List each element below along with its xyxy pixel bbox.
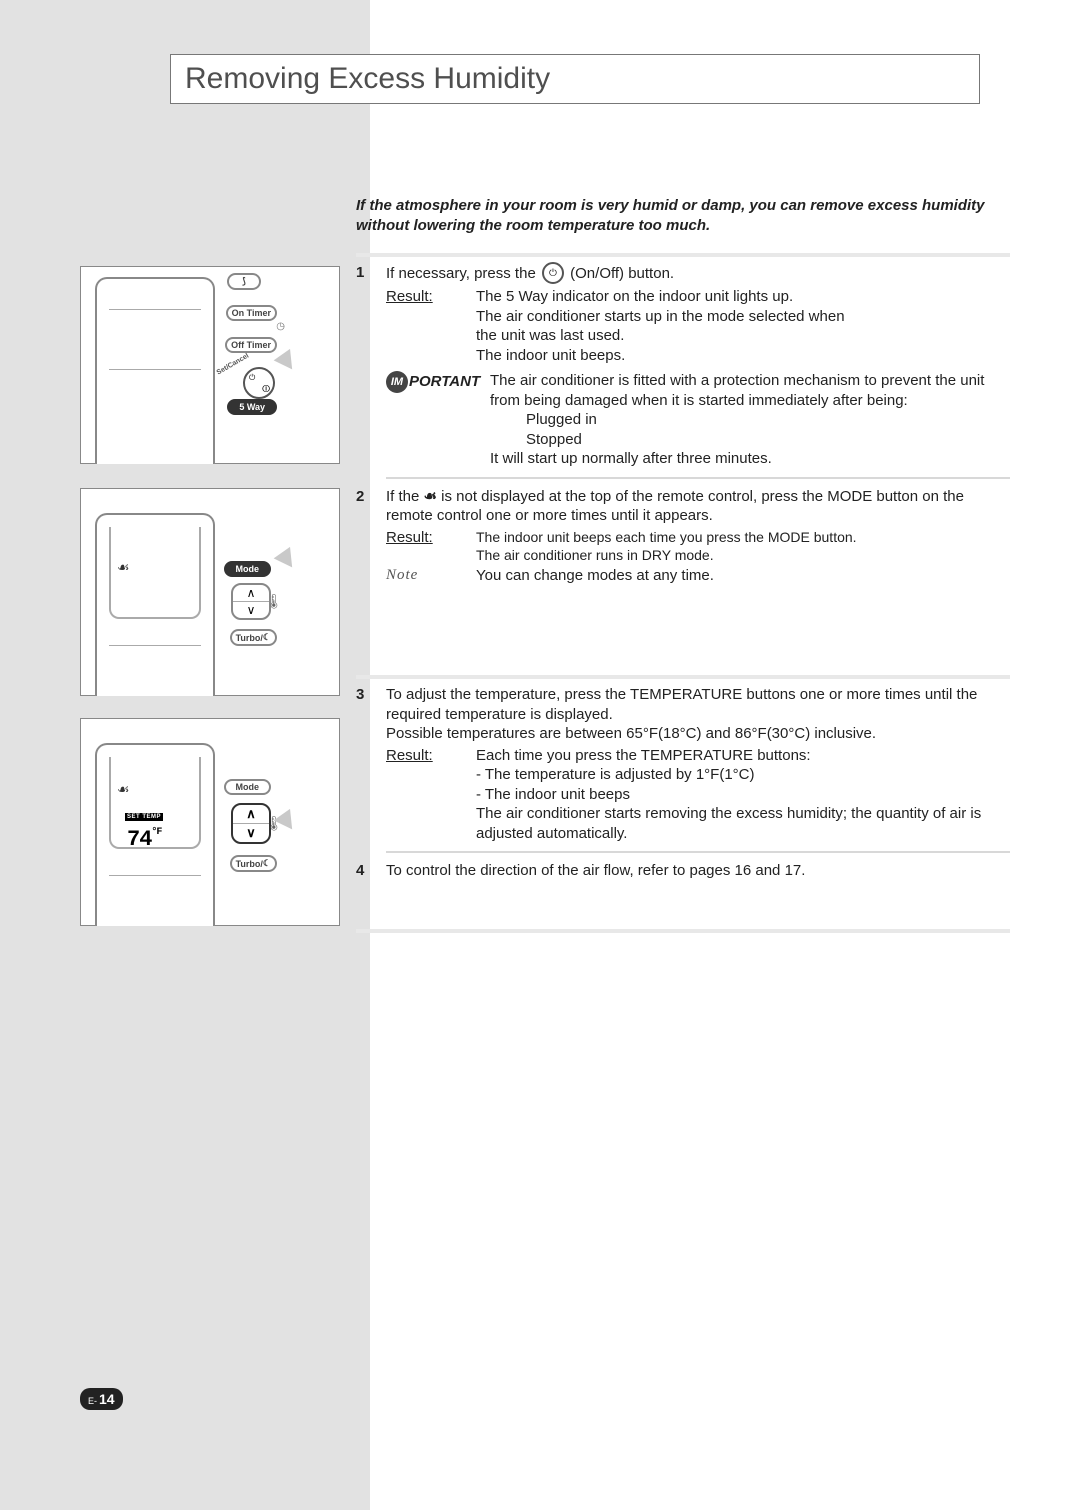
step-number: 3: [356, 685, 386, 843]
divider: [109, 369, 201, 370]
set-temp-label: SET TEMP: [125, 813, 163, 821]
result-row: Result: The indoor unit beeps each time …: [386, 528, 1010, 564]
result-label: Result:: [386, 746, 476, 844]
section-rule: [356, 253, 1010, 257]
result-row: Result: Each time you press the TEMPERAT…: [386, 746, 1010, 844]
important-row: IMPORTANT The air conditioner is fitted …: [386, 371, 1010, 469]
remote-screen: ☙ SET TEMP 74°F: [109, 757, 201, 849]
step-body: If necessary, press the ⏻ (On/Off) butto…: [386, 263, 1010, 469]
step-divider: [386, 851, 1010, 853]
off-timer-button: Off Timer: [225, 337, 277, 353]
im-badge-circle: IM: [386, 371, 408, 393]
result-text: The indoor unit beeps each time you pres…: [476, 528, 1010, 564]
step-number: 2: [356, 487, 386, 586]
important-label: IMPORTANT: [386, 371, 490, 469]
dry-icon: ☙: [117, 559, 130, 576]
step-3: 3 To adjust the temperature, press the T…: [356, 685, 1010, 843]
result-label: Result:: [386, 528, 476, 564]
step-number: 1: [356, 263, 386, 469]
note-row: Note You can change modes at any time.: [386, 566, 1010, 586]
step-divider: [386, 477, 1010, 479]
result-row: Result: The 5 Way indicator on the indoo…: [386, 287, 1010, 365]
result-label: Result:: [386, 287, 476, 365]
step-line: To control the direction of the air flow…: [386, 861, 1010, 881]
note-label: Note: [386, 566, 476, 586]
turbo-button: Turbo/☾: [230, 855, 277, 872]
temp-down-icon: ∨: [233, 602, 269, 618]
temp-down-icon: ∨: [233, 824, 269, 842]
mode-button: Mode: [224, 561, 272, 577]
step-2: 2 If the ☙ is not displayed at the top o…: [356, 487, 1010, 586]
remote-body: ☙ SET TEMP 74°F: [95, 743, 215, 926]
important-bullet: Plugged in: [490, 410, 1010, 430]
section-rule: [356, 929, 1010, 933]
step-body: If the ☙ is not displayed at the top of …: [386, 487, 1010, 586]
remote-body: [95, 277, 215, 464]
important-tail: It will start up normally after three mi…: [490, 449, 1010, 469]
page-number: E- 14: [80, 1388, 123, 1410]
sleep-icon: ☾: [263, 632, 271, 643]
temp-up-icon: ∧: [233, 585, 269, 602]
instruction-content: If the atmosphere in your room is very h…: [356, 196, 1010, 939]
important-bullet: Stopped: [490, 430, 1010, 450]
step-line: To adjust the temperature, press the TEM…: [386, 685, 1010, 744]
power-button: ⏻ ⏼: [243, 367, 275, 399]
step-4: 4 To control the direction of the air fl…: [356, 861, 1010, 881]
clock-icon: ◷: [276, 321, 285, 332]
sleep-icon: ☾: [263, 858, 271, 869]
title-box: Removing Excess Humidity: [170, 54, 980, 104]
thermometer-icon: 🌡: [265, 593, 283, 610]
result-text: The 5 Way indicator on the indoor unit l…: [476, 287, 1010, 365]
on-timer-button: On Timer: [226, 305, 277, 321]
step-line: If the ☙ is not displayed at the top of …: [386, 487, 1010, 526]
remote-diagram-1: ⟆ On Timer ◷ Off Timer 5 Way ⏻ ⏼ Set/Can…: [80, 266, 340, 464]
remote-body: ☙: [95, 513, 215, 696]
important-text: The air conditioner is fitted with a pro…: [490, 371, 1010, 469]
step-number: 4: [356, 861, 386, 881]
step-body: To adjust the temperature, press the TEM…: [386, 685, 1010, 843]
remote-diagram-2: ☙ Mode ∧ ∨ 🌡 Turbo/☾: [80, 488, 340, 696]
temp-value: 74°F: [127, 827, 161, 852]
remote-diagram-3: ☙ SET TEMP 74°F Mode ∧ ∨ 🌡 Turbo/☾: [80, 718, 340, 926]
divider: [109, 645, 201, 646]
section-rule: [356, 675, 1010, 679]
temp-up-icon: ∧: [233, 805, 269, 824]
page: Removing Excess Humidity ⟆ On Timer ◷ Of…: [0, 0, 1080, 1510]
note-text: You can change modes at any time.: [476, 566, 1010, 586]
onoff-icon: ⏻: [542, 262, 564, 284]
step-1: 1 If necessary, press the ⏻ (On/Off) but…: [356, 263, 1010, 469]
mode-button: Mode: [224, 779, 272, 795]
intro-text: If the atmosphere in your room is very h…: [356, 196, 1010, 235]
pointer-arrow: [274, 547, 301, 573]
divider: [109, 309, 201, 310]
turbo-button: Turbo/☾: [230, 629, 277, 646]
result-text: Each time you press the TEMPERATURE butt…: [476, 746, 1010, 844]
swing-button: ⟆: [227, 273, 261, 290]
remote-screen: ☙: [109, 527, 201, 619]
divider: [109, 875, 201, 876]
five-way-button: 5 Way: [227, 399, 277, 415]
dry-icon: ☙: [424, 488, 442, 505]
dry-icon: ☙: [117, 781, 130, 798]
pointer-arrow: [274, 349, 301, 375]
page-title: Removing Excess Humidity: [185, 62, 550, 96]
step-line: If necessary, press the ⏻ (On/Off) butto…: [386, 263, 1010, 285]
